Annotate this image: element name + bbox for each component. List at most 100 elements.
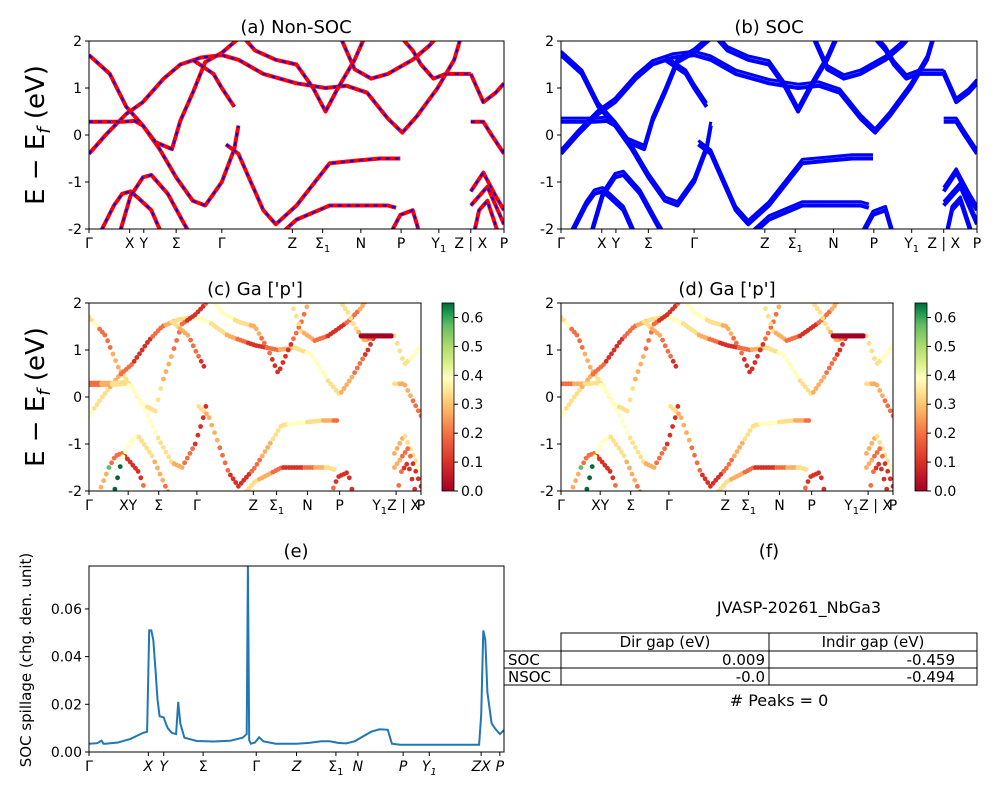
projection-point xyxy=(787,361,792,367)
soc-band-split xyxy=(942,167,977,208)
soc-band-split xyxy=(664,54,708,104)
projection-point xyxy=(887,346,893,352)
projection-point xyxy=(595,449,600,455)
projection-point xyxy=(304,304,310,310)
gap-table: Dir gap (eV) Indir gap (eV) SOC 0.009 -0… xyxy=(503,632,978,686)
projection-point xyxy=(731,453,737,459)
xtick-label: N xyxy=(828,236,838,252)
xtick-label: N xyxy=(353,759,364,775)
projection-point xyxy=(617,412,622,418)
nsoc-band xyxy=(283,203,397,229)
xtick-label: Σ1 xyxy=(788,236,803,255)
projection-point xyxy=(110,351,116,357)
projection-point xyxy=(779,297,784,302)
soc-band-dashed xyxy=(119,173,189,229)
panel-a-yticks: -2 -1 0 1 2 xyxy=(68,34,89,238)
soc-band-dashed xyxy=(192,58,236,108)
projection-point xyxy=(291,336,296,342)
panel-c-title: (c) Ga ['p'] xyxy=(207,279,303,300)
projection-point xyxy=(686,437,692,443)
projection-point xyxy=(654,460,659,466)
projection-point xyxy=(805,387,811,393)
projection-point xyxy=(317,365,323,371)
projection-point xyxy=(137,397,142,403)
projection-point xyxy=(632,477,638,483)
projection-point xyxy=(807,295,812,300)
soc-band xyxy=(716,41,838,114)
ytick-label: 1 xyxy=(545,81,554,97)
ylabel-band-mid: E − Ef (eV) xyxy=(21,327,55,467)
soc-band-dashed xyxy=(403,41,447,80)
projection-point xyxy=(410,353,416,359)
projection-point xyxy=(200,415,206,421)
soc-band-split xyxy=(861,204,894,229)
colorbar-tick-label: 0.3 xyxy=(934,397,956,413)
projection-point xyxy=(768,321,774,327)
soc-band-split xyxy=(752,200,870,229)
projection-point xyxy=(776,304,782,310)
xtick-label: Y1 xyxy=(430,236,446,255)
projection-point xyxy=(798,498,803,503)
projection-point xyxy=(137,351,142,357)
projection-point xyxy=(723,465,729,471)
projection-point xyxy=(768,325,774,330)
projection-point xyxy=(157,471,163,477)
colorbar-tick-label: 0.4 xyxy=(461,368,483,384)
projection-point xyxy=(619,418,625,424)
projection-point xyxy=(332,291,337,296)
table-row-soc-label: SOC xyxy=(508,651,540,669)
projection-point xyxy=(220,452,225,458)
projection-point xyxy=(578,465,584,470)
projection-point xyxy=(198,424,204,429)
projection-point xyxy=(869,441,875,446)
projection-point xyxy=(262,449,268,454)
projection-point xyxy=(613,442,619,447)
xtick-label: X xyxy=(125,236,135,252)
projection-point xyxy=(624,459,630,465)
projection-point xyxy=(293,330,299,336)
projection-point xyxy=(840,342,845,347)
xtick-label: Σ xyxy=(644,236,653,252)
soc-band-split xyxy=(943,116,977,151)
xtick-label: Z xyxy=(288,236,298,252)
projection-point xyxy=(825,326,831,331)
projection-point xyxy=(110,498,115,503)
projection-point xyxy=(877,440,883,445)
projection-point xyxy=(621,453,627,459)
projection-point xyxy=(816,382,821,388)
projection-point xyxy=(415,464,421,469)
projection-point xyxy=(668,353,673,359)
xtick-label: P xyxy=(870,236,878,252)
projection-point xyxy=(803,467,809,472)
projection-point xyxy=(350,321,356,327)
projection-point xyxy=(882,398,888,404)
projection-point xyxy=(670,358,676,364)
soc-band-split xyxy=(942,69,977,100)
peaks-count: # Peaks = 0 xyxy=(730,691,829,710)
projection-point xyxy=(130,462,136,468)
projection-point xyxy=(354,365,360,371)
xtick-label: Z xyxy=(760,236,770,252)
projection-point xyxy=(602,462,608,468)
soc-band-split xyxy=(590,169,664,229)
projection-point xyxy=(196,353,202,359)
projection-point xyxy=(400,356,405,361)
projection-point xyxy=(818,475,824,481)
projection-point xyxy=(320,369,326,375)
projection-point xyxy=(640,354,646,359)
soc-band-split xyxy=(561,41,706,147)
xtick-label: Γ xyxy=(85,498,93,514)
projection-point xyxy=(91,405,97,411)
projection-point xyxy=(204,411,209,417)
projection-point xyxy=(360,303,365,309)
ytick-label: 2 xyxy=(73,34,82,50)
projection-point xyxy=(866,461,872,467)
projection-point xyxy=(99,394,105,400)
projection-point xyxy=(346,378,352,384)
projection-point xyxy=(270,436,276,442)
projection-point xyxy=(818,378,824,384)
panel-b-title: (b) SOC xyxy=(734,17,803,38)
panel-b: (b) SOC -2 -1 0 1 2 Γ X Y Σ Γ Z Σ1 N P Y1 Z | X P xyxy=(540,17,981,255)
projection-point xyxy=(876,461,882,467)
